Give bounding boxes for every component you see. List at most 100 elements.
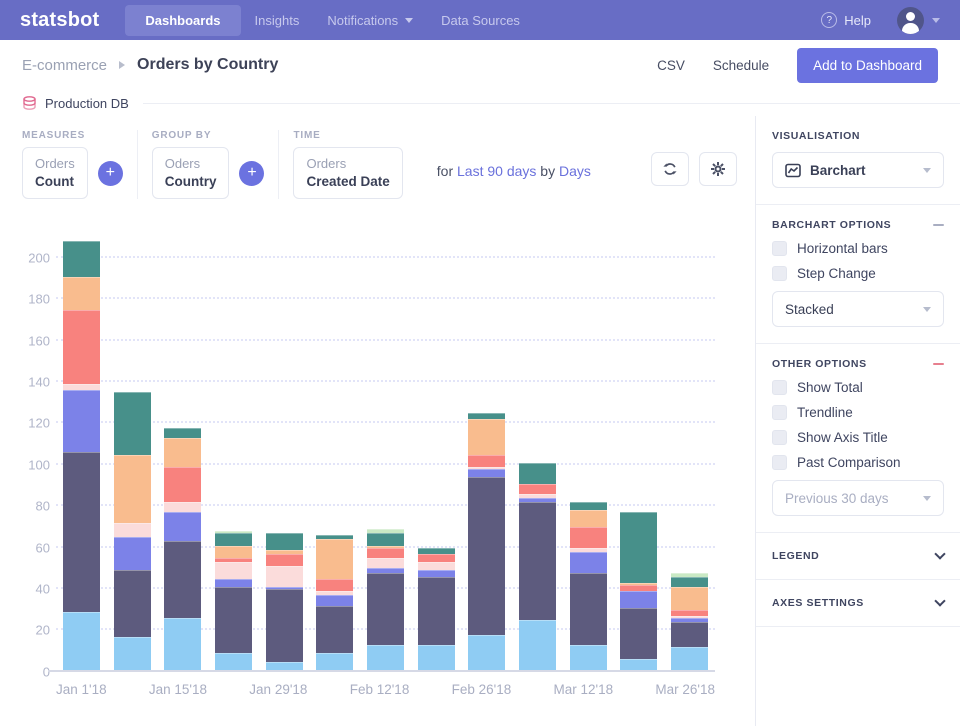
checkbox-horizontal-bars[interactable]: Horizontal bars [772,241,944,256]
bar-segment-series-6-peach[interactable] [569,510,607,527]
bar-segment-series-2-dark-slate[interactable] [265,589,303,662]
bar-segment-series-7-teal[interactable] [417,547,455,554]
bar-segment-series-3-periwinkle[interactable] [113,537,151,571]
bar-segment-series-7-teal[interactable] [671,576,709,588]
user-menu[interactable] [897,6,940,34]
settings-button[interactable] [699,152,737,187]
bar-segment-series-6-peach[interactable] [113,454,151,523]
time-card[interactable]: Orders Created Date [293,147,403,199]
bar-segment-series-3-periwinkle[interactable] [671,618,709,623]
bar-segment-series-3-periwinkle[interactable] [265,587,303,590]
bar-segment-series-7-teal[interactable] [366,533,404,546]
stacked-bar[interactable] [519,462,557,670]
bar-segment-series-2-dark-slate[interactable] [569,572,607,645]
bar-segment-series-2-dark-slate[interactable] [164,541,202,619]
collapse-icon[interactable] [933,363,944,365]
measures-card[interactable]: Orders Count [22,147,88,199]
nav-item-insights[interactable]: Insights [241,5,314,36]
bar-segment-series-7-teal[interactable] [214,533,252,546]
stacked-bar[interactable] [62,241,100,670]
bar-segment-series-6-peach[interactable] [366,545,404,548]
bar-segment-series-2-dark-slate[interactable] [62,452,100,612]
bar-segment-series-2-dark-slate[interactable] [417,576,455,645]
stacked-bar[interactable] [214,531,252,670]
bar-segment-series-3-periwinkle[interactable] [569,551,607,573]
bar-segment-series-3-periwinkle[interactable] [316,595,354,606]
bar-segment-series-4-pink[interactable] [214,562,252,579]
stacked-bar[interactable] [113,392,151,670]
bar-segment-series-5-salmon[interactable] [164,466,202,503]
bar-segment-series-6-peach[interactable] [468,419,506,455]
comparison-period-dropdown[interactable]: Previous 30 days [772,480,944,516]
bar-segment-series-7-teal[interactable] [164,427,202,438]
bar-segment-series-3-periwinkle[interactable] [620,591,658,608]
bar-segment-series-4-pink[interactable] [468,466,506,469]
bar-segment-series-7-teal[interactable] [62,241,100,277]
stacked-bar[interactable] [417,547,455,670]
bar-segment-series-7-teal[interactable] [620,512,658,583]
stacked-bar[interactable] [316,535,354,670]
bar-segment-series-1-light-blue[interactable] [519,620,557,670]
bar-segment-series-3-periwinkle[interactable] [164,512,202,542]
bar-segment-series-2-dark-slate[interactable] [366,572,404,645]
bar-segment-series-5-salmon[interactable] [62,309,100,385]
bar-segment-series-4-pink[interactable] [417,562,455,571]
nav-item-data-sources[interactable]: Data Sources [427,5,534,36]
bar-segment-series-1-light-blue[interactable] [113,636,151,670]
bar-segment-series-5-salmon[interactable] [316,578,354,592]
checkbox-trendline[interactable]: Trendline [772,405,944,420]
bar-segment-series-4-pink[interactable] [265,566,303,587]
date-range-link[interactable]: Last 90 days [457,163,537,180]
bar-segment-series-5-salmon[interactable] [671,609,709,616]
bar-segment-series-2-dark-slate[interactable] [468,477,506,635]
add-measure-button[interactable]: + [97,160,123,186]
bar-segment-series-7-teal[interactable] [316,535,354,540]
bar-segment-series-7-teal[interactable] [569,502,607,511]
bar-segment-series-1-light-blue[interactable] [265,661,303,670]
refresh-button[interactable] [651,152,689,187]
bar-segment-series-1-light-blue[interactable] [620,659,658,670]
checkbox-show-total[interactable]: Show Total [772,380,944,395]
breadcrumb-parent[interactable]: E-commerce [22,56,108,74]
bar-segment-series-6-peach[interactable] [62,276,100,310]
bar-segment-series-1-light-blue[interactable] [569,644,607,670]
stacked-bar[interactable] [265,533,303,670]
bar-segment-series-2-dark-slate[interactable] [316,605,354,654]
bar-segment-series-2-dark-slate[interactable] [214,586,252,654]
checkbox-show-axis-title[interactable]: Show Axis Title [772,430,944,445]
bar-segment-series-8-light-green[interactable] [671,572,709,577]
bar-segment-series-4-pink[interactable] [519,493,557,498]
nav-item-dashboards[interactable]: Dashboards [125,4,241,36]
bar-segment-series-6-peach[interactable] [214,545,252,559]
bar-segment-series-2-dark-slate[interactable] [519,502,557,621]
bar-segment-series-7-teal[interactable] [113,392,151,455]
bar-segment-series-7-teal[interactable] [519,462,557,484]
nav-item-notifications[interactable]: Notifications [313,5,427,36]
schedule-button[interactable]: Schedule [712,57,770,73]
bar-segment-series-8-light-green[interactable] [214,531,252,534]
bar-segment-series-6-peach[interactable] [620,582,658,585]
stacked-bar[interactable] [366,529,404,670]
stacked-bar[interactable] [569,502,607,670]
bar-segment-series-1-light-blue[interactable] [671,647,709,670]
checkbox-step-change[interactable]: Step Change [772,266,944,281]
bar-segment-series-6-peach[interactable] [316,539,354,579]
stacked-bar[interactable] [620,512,658,670]
datasource-label[interactable]: Production DB [45,95,129,111]
bar-segment-series-3-periwinkle[interactable] [468,469,506,478]
bar-segment-series-1-light-blue[interactable] [468,634,506,670]
bar-segment-series-6-peach[interactable] [671,587,709,610]
bar-segment-series-4-pink[interactable] [113,522,151,538]
csv-button[interactable]: CSV [657,57,685,73]
bar-segment-series-6-peach[interactable] [265,549,303,554]
bar-segment-series-1-light-blue[interactable] [62,611,100,670]
bar-segment-series-4-pink[interactable] [316,591,354,596]
add-to-dashboard-button[interactable]: Add to Dashboard [797,47,938,83]
bar-segment-series-5-salmon[interactable] [519,483,557,494]
bar-segment-series-2-dark-slate[interactable] [620,607,658,660]
bar-segment-series-1-light-blue[interactable] [214,653,252,670]
bar-segment-series-3-periwinkle[interactable] [366,568,404,573]
bar-segment-series-3-periwinkle[interactable] [519,497,557,503]
add-group-by-button[interactable]: + [239,160,265,186]
bar-mode-dropdown[interactable]: Stacked [772,291,944,327]
